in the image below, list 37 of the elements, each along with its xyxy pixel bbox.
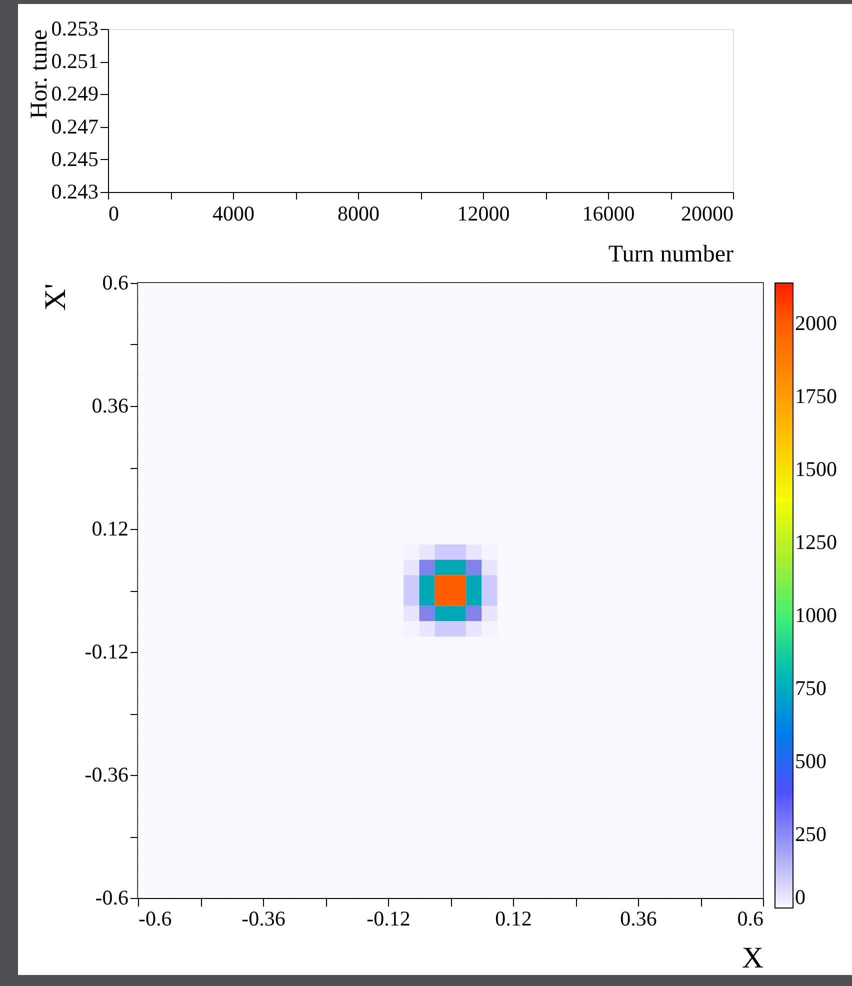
x-tick-label: 12000 <box>457 202 510 226</box>
x-tick-label: 16000 <box>582 202 635 226</box>
color-bar-label: 750 <box>795 676 826 700</box>
y-tick-label: 0.243 <box>51 180 98 204</box>
y-tick-label: -0.12 <box>84 640 128 664</box>
x-tick-label: 4000 <box>212 202 254 226</box>
x-tick-label: -0.36 <box>242 906 286 930</box>
color-bar-label: 0 <box>795 885 806 909</box>
y-tick-label: 0.251 <box>51 49 98 74</box>
x-tick-label: 0.6 <box>737 906 764 930</box>
y-tick-label: -0.36 <box>84 762 128 786</box>
color-bar-label: 500 <box>795 748 826 773</box>
y-tick-label: 0.6 <box>102 270 128 294</box>
color-bar-label: 1000 <box>795 602 837 627</box>
x-axis-title: Turn number <box>608 242 734 268</box>
y-tick-label: 0.253 <box>51 16 98 40</box>
y-tick-label: 0.249 <box>51 82 98 106</box>
y-tick-label: 0.247 <box>51 114 98 138</box>
color-bar-label: 1250 <box>795 530 837 554</box>
color-bar-label: 1750 <box>795 384 837 408</box>
y-axis-title: Hor. tune <box>26 30 52 119</box>
color-bar-label: 2000 <box>795 310 837 335</box>
x-tick-label: 0.36 <box>620 906 657 930</box>
x-tick-label: 20000 <box>681 202 734 226</box>
x-tick-label: 8000 <box>338 202 380 226</box>
x-tick-label: 0 <box>108 202 119 226</box>
x-tick-label: -0.12 <box>366 906 410 930</box>
y-axis-title: X' <box>38 284 72 311</box>
y-tick-label: -0.6 <box>95 886 128 910</box>
color-bar-label: 250 <box>795 822 826 846</box>
y-tick-label: 0.36 <box>92 394 128 418</box>
y-tick-label: 0.12 <box>92 516 128 540</box>
color-bar-label: 1500 <box>795 456 837 481</box>
x-tick-label: -0.6 <box>138 906 172 930</box>
x-tick-label: 0.12 <box>495 906 532 930</box>
x-axis-title: X <box>742 942 764 974</box>
y-tick-label: 0.245 <box>51 146 98 171</box>
